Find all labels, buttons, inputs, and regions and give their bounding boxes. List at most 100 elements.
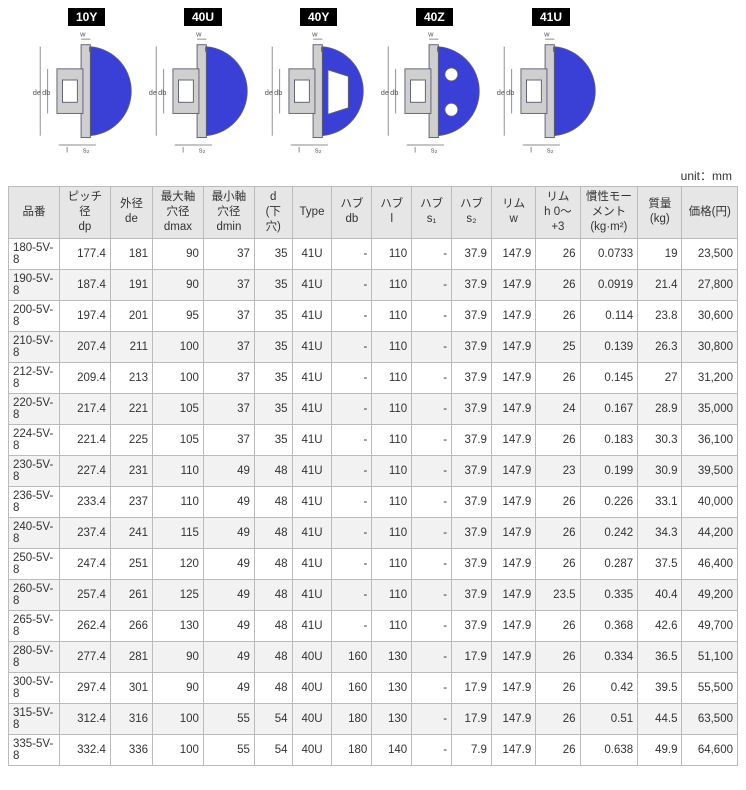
cell-s2: 17.9 <box>452 641 492 672</box>
cell-price: 49,700 <box>682 610 738 641</box>
cell-w: 147.9 <box>491 672 535 703</box>
cell-mass: 19 <box>638 238 682 269</box>
cell-dmin: 37 <box>203 393 254 424</box>
cell-dmax: 90 <box>153 269 204 300</box>
cell-de: 181 <box>110 238 152 269</box>
cell-l: 110 <box>372 517 412 548</box>
shape-label: 41U <box>532 8 570 26</box>
cell-mass: 34.3 <box>638 517 682 548</box>
cell-dp: 257.4 <box>59 579 110 610</box>
cell-dmin: 55 <box>203 734 254 765</box>
cell-s1: - <box>412 672 452 703</box>
cell-dmin: 49 <box>203 486 254 517</box>
cell-de: 191 <box>110 269 152 300</box>
cell-dmax: 120 <box>153 548 204 579</box>
cell-w: 147.9 <box>491 269 535 300</box>
svg-text:s₂: s₂ <box>315 145 322 154</box>
cell-h: 26 <box>536 734 580 765</box>
svg-text:db: db <box>42 88 50 97</box>
cell-type: 41U <box>292 579 332 610</box>
shape-diagram: 10Y de db l s₂ w h <box>28 8 136 161</box>
cell-de: 201 <box>110 300 152 331</box>
cell-l: 130 <box>372 672 412 703</box>
cell-db: - <box>332 300 372 331</box>
cell-d: 54 <box>254 734 292 765</box>
cell-db: - <box>332 579 372 610</box>
cell-db: - <box>332 455 372 486</box>
cell-dmin: 49 <box>203 672 254 703</box>
cell-pn: 236-5V-8 <box>9 486 60 517</box>
cell-dmax: 110 <box>153 455 204 486</box>
cell-pn: 180-5V-8 <box>9 238 60 269</box>
cell-dmin: 37 <box>203 362 254 393</box>
column-header: 慣性モーメント(kg·m²) <box>580 187 638 239</box>
column-header: 外径de <box>110 187 152 239</box>
cell-l: 110 <box>372 610 412 641</box>
cell-moi: 0.0919 <box>580 269 638 300</box>
cell-de: 211 <box>110 331 152 362</box>
svg-text:w: w <box>195 29 202 38</box>
svg-text:de: de <box>265 88 273 97</box>
cell-l: 110 <box>372 362 412 393</box>
cell-dmax: 95 <box>153 300 204 331</box>
cell-l: 110 <box>372 300 412 331</box>
column-header: 質量(kg) <box>638 187 682 239</box>
cell-moi: 0.51 <box>580 703 638 734</box>
cell-dmax: 125 <box>153 579 204 610</box>
cell-mass: 30.3 <box>638 424 682 455</box>
cell-l: 110 <box>372 455 412 486</box>
cell-de: 336 <box>110 734 152 765</box>
svg-text:s₂: s₂ <box>199 145 206 154</box>
cell-s1: - <box>412 269 452 300</box>
cell-moi: 0.335 <box>580 579 638 610</box>
cell-de: 281 <box>110 641 152 672</box>
cell-dmin: 55 <box>203 703 254 734</box>
cell-type: 41U <box>292 455 332 486</box>
cell-mass: 42.6 <box>638 610 682 641</box>
cell-type: 41U <box>292 548 332 579</box>
cell-type: 40U <box>292 672 332 703</box>
cell-l: 140 <box>372 734 412 765</box>
cell-s1: - <box>412 362 452 393</box>
cell-de: 213 <box>110 362 152 393</box>
cell-mass: 30.9 <box>638 455 682 486</box>
cell-dmax: 100 <box>153 703 204 734</box>
cell-db: - <box>332 548 372 579</box>
cell-price: 63,500 <box>682 703 738 734</box>
cell-dp: 217.4 <box>59 393 110 424</box>
table-row: 260-5V-8257.4261125494841U-110-37.9147.9… <box>9 579 738 610</box>
cell-w: 147.9 <box>491 362 535 393</box>
cell-moi: 0.334 <box>580 641 638 672</box>
cell-s2: 37.9 <box>452 610 492 641</box>
cell-dmax: 105 <box>153 393 204 424</box>
cell-mass: 39.5 <box>638 672 682 703</box>
cell-d: 48 <box>254 548 292 579</box>
cell-mass: 23.8 <box>638 300 682 331</box>
cell-d: 48 <box>254 610 292 641</box>
cell-s1: - <box>412 517 452 548</box>
cell-w: 147.9 <box>491 300 535 331</box>
svg-text:de: de <box>33 88 41 97</box>
cell-dmax: 90 <box>153 672 204 703</box>
cell-pn: 210-5V-8 <box>9 331 60 362</box>
svg-text:l: l <box>298 145 300 154</box>
table-row: 230-5V-8227.4231110494841U-110-37.9147.9… <box>9 455 738 486</box>
cell-s1: - <box>412 579 452 610</box>
cell-pn: 230-5V-8 <box>9 455 60 486</box>
cell-s2: 37.9 <box>452 424 492 455</box>
column-header: リムh 0～+3 <box>536 187 580 239</box>
cell-type: 41U <box>292 486 332 517</box>
cell-mass: 33.1 <box>638 486 682 517</box>
cell-s2: 17.9 <box>452 703 492 734</box>
cell-mass: 21.4 <box>638 269 682 300</box>
cell-d: 35 <box>254 424 292 455</box>
cell-d: 35 <box>254 300 292 331</box>
cell-db: - <box>332 331 372 362</box>
cell-type: 41U <box>292 517 332 548</box>
svg-text:db: db <box>158 88 166 97</box>
cell-d: 35 <box>254 269 292 300</box>
svg-text:w: w <box>543 29 550 38</box>
cell-dmax: 100 <box>153 331 204 362</box>
svg-text:l: l <box>182 145 184 154</box>
cell-db: - <box>332 362 372 393</box>
